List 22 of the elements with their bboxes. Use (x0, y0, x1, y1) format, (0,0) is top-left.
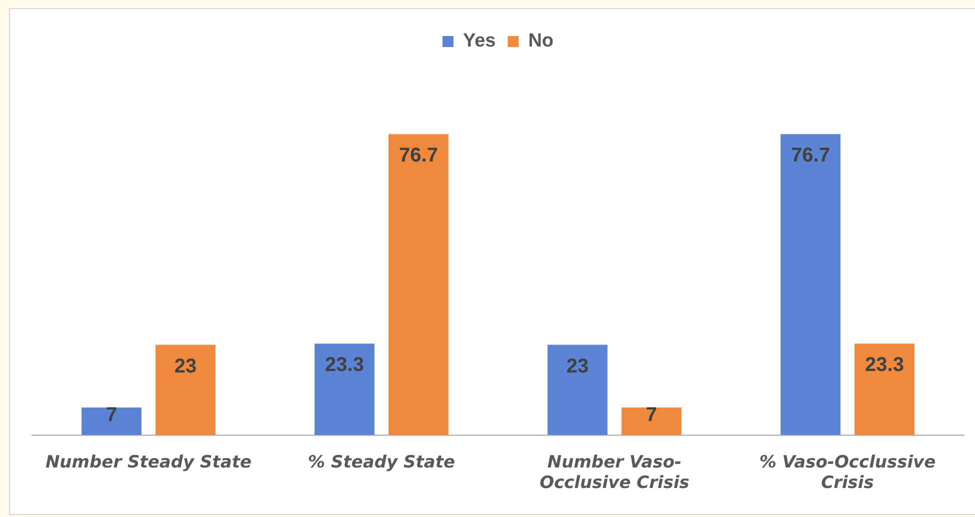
bar (156, 344, 216, 435)
data-label: 23.3 (865, 354, 904, 376)
bar (780, 134, 840, 435)
data-label: 7 (106, 404, 118, 426)
data-label: 7 (646, 404, 658, 426)
bar (622, 408, 682, 435)
bar (82, 408, 142, 435)
bar (548, 344, 608, 435)
legend-label: Yes (462, 30, 496, 52)
data-label: 76.7 (399, 144, 438, 167)
x-tick-label: Number Steady State (45, 452, 252, 473)
x-tick-label: % Vaso-Occlussive Crisis (759, 452, 936, 494)
bar (388, 134, 448, 435)
bar (314, 344, 374, 435)
data-label: 23 (566, 355, 589, 378)
data-label: 23 (174, 355, 197, 378)
x-tick-label: Number Vaso-Occlusive Crisis (540, 452, 690, 494)
data-label: 76.7 (791, 144, 830, 167)
data-label: 23.3 (325, 354, 364, 376)
bar (854, 344, 914, 435)
x-tick-label: % Steady State (308, 452, 455, 473)
legend-label: No (528, 30, 554, 52)
